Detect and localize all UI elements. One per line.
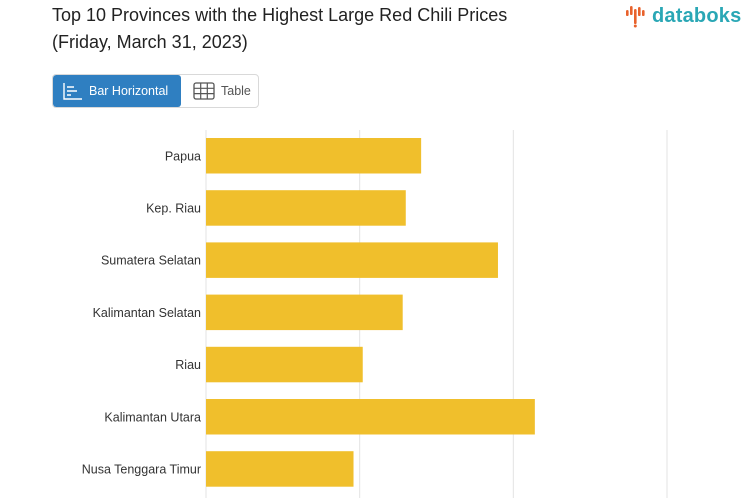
category-label-papua: Papua — [165, 149, 201, 163]
table-icon — [193, 82, 215, 100]
logo-text: databoks — [652, 4, 742, 27]
bar-kalimantan-utara[interactable] — [206, 399, 535, 435]
databoks-logo[interactable]: databoks — [625, 3, 741, 29]
category-label-nusa-tenggara-timur: Nusa Tenggara Timur — [82, 462, 201, 476]
category-label-kalimantan-selatan: Kalimantan Selatan — [93, 306, 201, 320]
tab-table-label: Table — [221, 84, 251, 98]
tab-bar-horizontal[interactable]: Bar Horizontal — [53, 75, 181, 107]
tab-table[interactable]: Table — [181, 75, 258, 107]
tab-bar-horizontal-label: Bar Horizontal — [89, 84, 169, 98]
chart-title-line1: Top 10 Provinces with the Highest Large … — [52, 5, 508, 25]
bar-nusa-tenggara-timur[interactable] — [206, 451, 354, 487]
bar-kalimantan-selatan[interactable] — [206, 294, 403, 331]
category-label-riau: Riau — [175, 358, 201, 372]
bar-papua[interactable] — [206, 138, 422, 174]
category-label-kep-riau: Kep. Riau — [146, 201, 201, 215]
bar-sumatera-selatan[interactable] — [206, 242, 498, 278]
chart-title-line2: (Friday, March 31, 2023) — [52, 32, 248, 52]
category-label-sumatera-selatan: Sumatera Selatan — [101, 254, 201, 268]
category-labels: Papua Kep. Riau Sumatera Selatan Kalimantan… — [82, 149, 201, 476]
bar-kep-riau[interactable] — [206, 190, 406, 226]
logo-dots-icon — [626, 6, 645, 28]
bar-layer — [206, 138, 535, 487]
chart-title: Top 10 Provinces with the Highest Large … — [52, 2, 592, 56]
view-tabs: Bar Horizontal Table — [52, 74, 259, 108]
bar-chart-icon — [63, 83, 82, 100]
bar-riau[interactable] — [206, 346, 363, 383]
category-label-kalimantan-utara: Kalimantan Utara — [104, 410, 201, 424]
